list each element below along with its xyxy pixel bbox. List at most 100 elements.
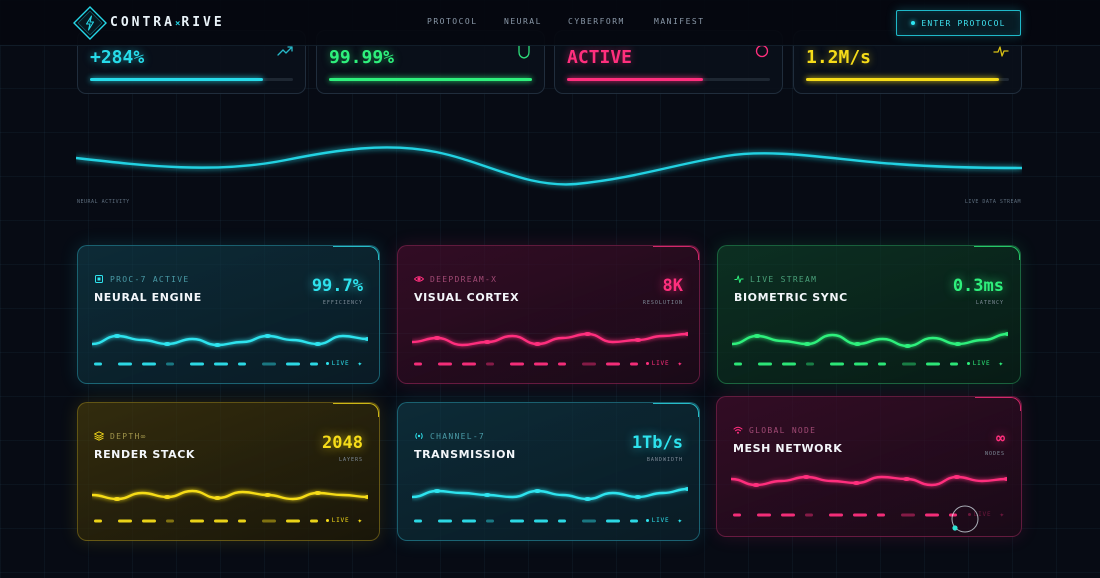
progress-dash — [734, 362, 742, 366]
card-metric-label: EFFICIENCY — [322, 300, 363, 306]
card-progress-dashes — [733, 513, 957, 517]
enter-protocol-label: ENTER PROTOCOL — [921, 18, 1006, 28]
card-biometric-sync[interactable]: LIVE STREAM BIOMETRIC SYNC 0.3ms LATENCY… — [717, 245, 1021, 384]
progress-dash — [414, 362, 422, 366]
progress-dash — [630, 519, 638, 523]
progress-dash — [94, 362, 102, 366]
brand-name[interactable]: CONTRA×RIVE — [110, 15, 225, 30]
nav-link-cyberform[interactable]: CYBERFORM — [568, 17, 625, 26]
enter-protocol-button[interactable]: ENTER PROTOCOL — [896, 10, 1021, 36]
sparkline-node — [113, 334, 122, 338]
card-progress-dashes — [414, 519, 638, 523]
card-progress-dashes — [734, 362, 958, 366]
progress-dash — [214, 362, 228, 366]
sparkline-node — [1004, 332, 1008, 336]
card-live-label: LIVE — [973, 511, 992, 518]
nav-link-protocol[interactable]: PROTOCOL — [427, 17, 478, 26]
nav-links: PROTOCOL NEURAL CYBERFORM MANIFEST — [427, 17, 724, 26]
live-dot-icon — [967, 513, 971, 516]
pulse-icon — [993, 46, 1009, 57]
sparkline-node — [163, 495, 172, 499]
stat-progress-track — [329, 78, 532, 81]
sparkle-icon: ✦ — [357, 359, 363, 368]
logo-bolt-icon[interactable] — [73, 6, 107, 40]
card-title: MESH NETWORK — [733, 442, 843, 455]
card-metric-label: LATENCY — [975, 300, 1004, 306]
progress-dash — [190, 519, 204, 523]
card-metric-label: NODES — [984, 451, 1005, 457]
card-metric-value: 1Tb/s — [631, 433, 683, 453]
progress-dash — [901, 513, 915, 517]
progress-dash — [486, 519, 494, 523]
brand-name-part1: CONTRA — [110, 15, 175, 30]
card-title: NEURAL ENGINE — [94, 291, 202, 304]
card-progress-dashes — [414, 362, 638, 366]
nav-link-manifest[interactable]: MANIFEST — [654, 17, 705, 26]
sparkle-icon: ✦ — [677, 516, 683, 525]
sparkline-node — [684, 332, 688, 336]
card-corner-accent — [653, 246, 699, 260]
card-sparkline — [412, 487, 688, 501]
sparkle-icon: ✦ — [999, 510, 1005, 519]
nav-link-neural[interactable]: NEURAL — [504, 17, 542, 26]
neural-activity-wave — [76, 146, 1022, 186]
progress-dash — [262, 519, 276, 523]
sparkline-node — [533, 342, 542, 346]
card-metric-value: 99.7% — [311, 276, 363, 296]
card-visual-cortex[interactable]: DEEPDREAM-X VISUAL CORTEX 8K RESOLUTION … — [397, 245, 700, 384]
progress-dash — [310, 362, 318, 366]
card-live-indicator: LIVE ✦ — [645, 516, 683, 525]
card-corner-accent — [333, 246, 379, 260]
stat-value: 99.99% — [329, 47, 395, 68]
card-transmission[interactable]: CHANNEL-7 TRANSMISSION 1Tb/s BANDWIDTH L… — [397, 402, 700, 541]
progress-dash — [166, 362, 174, 366]
sparkline-path — [92, 334, 368, 347]
sparkline-node — [364, 337, 368, 341]
progress-dash — [758, 362, 772, 366]
card-kicker-text: CHANNEL-7 — [430, 431, 486, 441]
card-live-indicator: LIVE ✦ — [325, 359, 363, 368]
sparkline-node — [213, 343, 222, 347]
pulse-icon — [734, 275, 744, 283]
card-corner-accent — [975, 397, 1021, 411]
sparkle-icon: ✦ — [357, 516, 363, 525]
card-render-stack[interactable]: DEPTH∞ RENDER STACK 2048 LAYERS LIVE ✦ — [77, 402, 380, 541]
stat-progress-track — [806, 78, 1009, 81]
status-dot-icon — [911, 21, 916, 25]
card-metric-value: 8K — [662, 276, 683, 296]
sparkle-icon: ✦ — [677, 359, 683, 368]
sparkline-path — [731, 475, 1007, 487]
progress-dash — [806, 362, 814, 366]
sparkline-node — [684, 487, 688, 491]
card-kicker-text: GLOBAL NODE — [749, 425, 817, 435]
progress-dash — [878, 362, 886, 366]
progress-dash — [238, 519, 246, 523]
card-sparkline — [412, 332, 688, 347]
card-live-label: LIVE — [651, 360, 670, 367]
progress-dash — [286, 519, 300, 523]
progress-dash — [94, 519, 102, 523]
card-live-indicator: LIVE ✦ — [966, 359, 1004, 368]
stat-progress-fill — [90, 78, 263, 81]
progress-dash — [118, 519, 132, 523]
stat-value: 1.2M/s — [806, 47, 872, 68]
sparkline-node — [313, 491, 322, 495]
progress-dash — [902, 362, 916, 366]
progress-dash — [854, 362, 868, 366]
progress-dash — [190, 362, 204, 366]
sparkline-node — [213, 496, 222, 500]
progress-dash — [238, 362, 246, 366]
progress-dash — [781, 513, 795, 517]
sparkline-node — [753, 334, 762, 338]
card-mesh-network[interactable]: GLOBAL NODE MESH NETWORK ∞ NODES LIVE ✦ — [716, 396, 1022, 537]
card-metric-label: RESOLUTION — [642, 300, 683, 306]
sparkline-node — [852, 481, 861, 485]
sparkline-node — [903, 344, 912, 348]
live-dot-icon — [645, 519, 649, 522]
card-neural-engine[interactable]: PROC-7 ACTIVE NEURAL ENGINE 99.7% EFFICI… — [77, 245, 380, 384]
stat-progress-fill — [567, 78, 703, 81]
progress-dash — [166, 519, 174, 523]
stat-progress-track — [90, 78, 293, 81]
top-nav: CONTRA×RIVE PROTOCOL NEURAL CYBERFORM MA… — [0, 0, 1100, 46]
card-progress-dashes — [94, 519, 318, 523]
